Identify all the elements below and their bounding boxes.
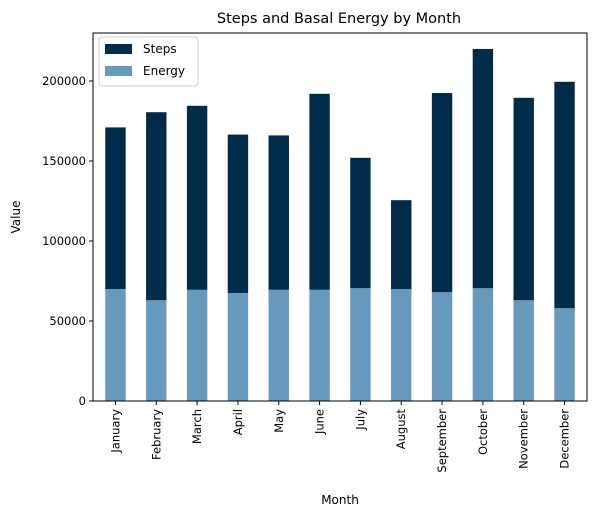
- x-tick-label: July: [353, 409, 367, 431]
- bar-steps-august: [391, 200, 412, 289]
- bar-energy-april: [227, 293, 249, 401]
- x-tick-label: December: [558, 409, 572, 469]
- plot-frame: [92, 32, 588, 402]
- bar-energy-november: [513, 300, 534, 401]
- bar-energy-june: [309, 289, 330, 401]
- bar-steps-july: [350, 157, 371, 289]
- bar-steps-february: [146, 112, 167, 301]
- legend-swatch-energy: [105, 66, 132, 76]
- bar-energy-august: [391, 289, 412, 401]
- y-tick-label: 150000: [42, 154, 86, 168]
- legend: Steps Energy: [98, 36, 199, 87]
- x-tick-label: March: [190, 409, 204, 444]
- bar-steps-december: [554, 81, 575, 309]
- x-tick-label: September: [435, 409, 449, 473]
- bar-steps-october: [472, 49, 494, 289]
- legend-label-steps: Steps: [143, 42, 177, 56]
- legend-label-energy: Energy: [143, 64, 185, 78]
- bar-steps-may: [268, 135, 289, 290]
- y-tick-label: 100000: [42, 234, 86, 248]
- y-tick-label: 200000: [42, 74, 86, 88]
- bar-steps-september: [431, 93, 453, 293]
- y-tick-label: 0: [79, 394, 86, 408]
- bar-steps-june: [309, 93, 330, 290]
- bars-layer: [105, 49, 575, 401]
- x-tick-label: November: [517, 409, 531, 469]
- bar-steps-november: [513, 97, 534, 301]
- legend-swatch-steps: [105, 44, 132, 54]
- y-axis: 0 50000 100000 150000 200000: [42, 74, 93, 408]
- bar-energy-october: [472, 288, 494, 401]
- bar-energy-february: [146, 300, 167, 401]
- bar-energy-september: [431, 292, 453, 401]
- x-tick-label: April: [231, 409, 245, 435]
- bar-energy-may: [268, 289, 289, 401]
- x-axis-label: Month: [321, 493, 359, 507]
- y-tick-label: 50000: [49, 314, 86, 328]
- x-tick-label: May: [272, 409, 286, 433]
- bar-energy-december: [554, 308, 575, 401]
- x-tick-label: February: [149, 409, 163, 460]
- y-axis-label: Value: [9, 201, 23, 234]
- chart-title: Steps and Basal Energy by Month: [217, 11, 461, 27]
- bar-steps-january: [105, 127, 126, 290]
- x-tick-label: June: [313, 409, 327, 435]
- bar-energy-july: [350, 288, 371, 401]
- bar-energy-march: [186, 289, 208, 401]
- bar-energy-january: [105, 289, 126, 401]
- bar-steps-march: [186, 105, 208, 290]
- x-axis: January February March April May June July Augu…: [108, 401, 572, 473]
- bar-steps-april: [227, 134, 249, 293]
- x-tick-label: January: [108, 409, 122, 454]
- x-tick-label: October: [476, 409, 490, 455]
- x-tick-label: August: [394, 409, 408, 450]
